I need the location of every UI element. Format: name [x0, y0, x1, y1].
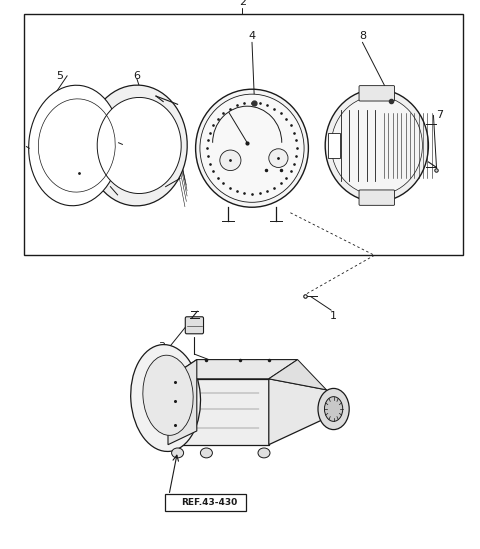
- Text: 8: 8: [359, 31, 366, 41]
- FancyBboxPatch shape: [185, 317, 204, 334]
- FancyBboxPatch shape: [359, 86, 395, 101]
- Ellipse shape: [143, 355, 193, 435]
- Text: 4: 4: [249, 31, 255, 41]
- Ellipse shape: [220, 150, 241, 171]
- Polygon shape: [168, 360, 197, 445]
- Ellipse shape: [325, 89, 429, 201]
- Text: REF.43-430: REF.43-430: [180, 498, 237, 507]
- FancyBboxPatch shape: [359, 190, 395, 205]
- Ellipse shape: [201, 448, 212, 458]
- Bar: [328, 133, 340, 158]
- Ellipse shape: [258, 448, 270, 458]
- Polygon shape: [269, 379, 346, 445]
- Ellipse shape: [29, 85, 120, 206]
- Ellipse shape: [318, 389, 349, 429]
- Text: 3: 3: [158, 342, 166, 352]
- Ellipse shape: [324, 396, 343, 422]
- Text: 1: 1: [330, 311, 337, 321]
- Polygon shape: [168, 379, 269, 445]
- Text: 5: 5: [57, 71, 63, 81]
- Ellipse shape: [269, 149, 288, 167]
- Text: 7: 7: [436, 110, 443, 120]
- Ellipse shape: [331, 96, 422, 195]
- Ellipse shape: [196, 89, 308, 208]
- Polygon shape: [168, 360, 298, 379]
- Text: 6: 6: [133, 71, 140, 81]
- Ellipse shape: [97, 97, 181, 194]
- Polygon shape: [269, 360, 326, 390]
- Ellipse shape: [131, 345, 201, 451]
- Ellipse shape: [172, 448, 184, 458]
- FancyBboxPatch shape: [165, 494, 246, 511]
- Bar: [24, 14, 463, 255]
- Ellipse shape: [200, 94, 304, 203]
- Ellipse shape: [86, 85, 187, 206]
- Text: 2: 2: [239, 0, 246, 7]
